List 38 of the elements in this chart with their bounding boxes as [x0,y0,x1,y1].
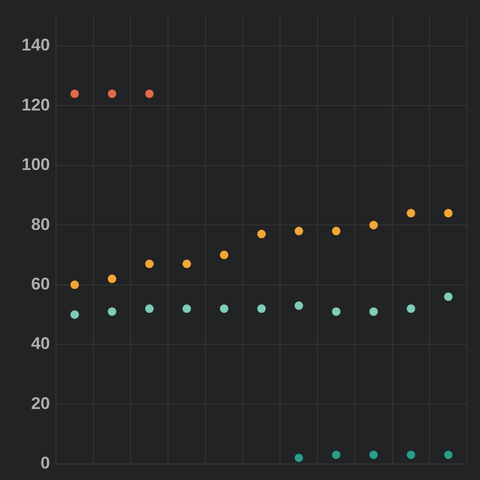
point [182,258,192,269]
point [406,304,416,314]
point [107,88,118,99]
point [107,306,118,317]
y-tick-label: 120 [22,95,50,114]
point [70,88,80,99]
y-tick-label: 20 [31,394,50,413]
point [331,226,342,236]
point [219,304,230,314]
point [331,450,342,460]
point [144,304,154,314]
y-tick-label: 100 [22,155,50,174]
point [294,300,304,311]
point [443,208,454,218]
point [182,304,192,314]
point [443,450,454,460]
point [70,310,80,320]
point [144,258,154,269]
y-tick-label: 60 [31,274,50,294]
point [331,306,342,317]
y-tick-label: 140 [22,36,50,55]
y-tick-label: 0 [40,453,50,472]
y-tick-label: 80 [31,214,50,234]
point [368,450,379,460]
point [219,250,230,260]
point [368,220,379,230]
point [406,450,416,460]
y-tick-label: 40 [31,334,50,354]
point [144,88,154,99]
point [256,229,266,240]
point [70,280,80,290]
point [368,306,379,317]
point [443,292,454,302]
point [294,226,304,236]
point [107,274,118,284]
point [256,304,266,314]
point [406,208,416,218]
point [294,452,304,463]
